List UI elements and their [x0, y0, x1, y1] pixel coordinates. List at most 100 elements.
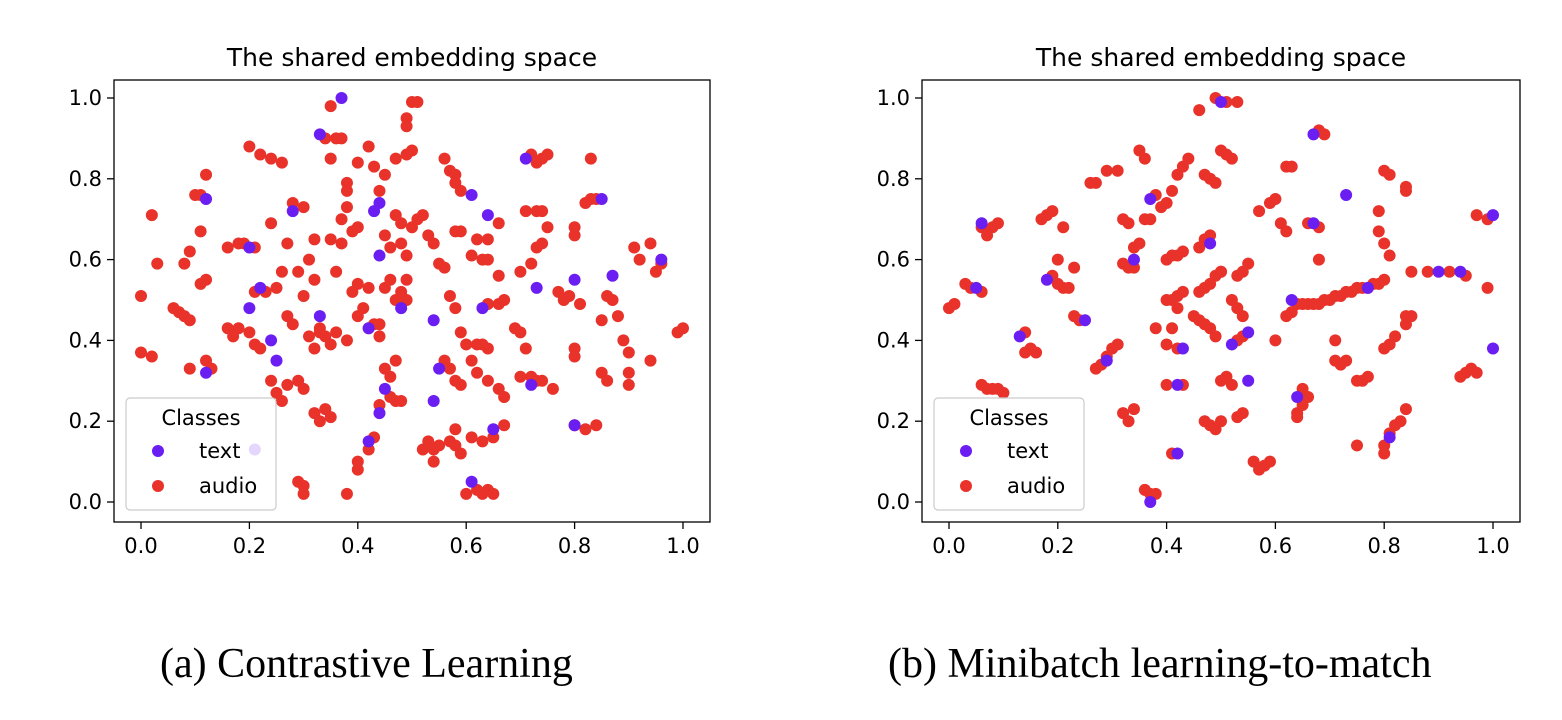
- point-audio: [536, 205, 549, 218]
- point-audio: [1062, 281, 1075, 294]
- point-audio: [1383, 249, 1396, 262]
- point-audio: [275, 156, 288, 169]
- point-audio: [1166, 184, 1179, 197]
- point-audio: [606, 294, 619, 306]
- point-audio: [1421, 265, 1434, 278]
- point-audio: [1361, 370, 1374, 383]
- legend-label-audio: audio: [1007, 474, 1065, 498]
- x-tick-label: 0.0: [124, 534, 157, 558]
- point-audio: [340, 487, 353, 500]
- point-audio: [183, 362, 196, 375]
- point-text: [1176, 342, 1189, 355]
- point-audio: [1160, 378, 1173, 391]
- point-text: [373, 197, 386, 210]
- point-audio: [1378, 447, 1391, 460]
- point-audio: [622, 378, 635, 391]
- point-audio: [308, 342, 321, 355]
- point-audio: [465, 431, 478, 444]
- point-text: [568, 419, 581, 432]
- point-audio: [378, 229, 391, 242]
- point-audio: [368, 160, 381, 173]
- point-text: [1171, 447, 1184, 460]
- point-audio: [308, 233, 321, 246]
- point-text: [362, 322, 375, 335]
- x-tick-label: 0.8: [558, 534, 591, 558]
- point-audio: [1329, 334, 1342, 347]
- point-audio: [1253, 205, 1266, 218]
- point-audio: [498, 419, 511, 432]
- point-audio: [340, 184, 353, 197]
- point-audio: [481, 374, 494, 387]
- point-audio: [265, 374, 278, 387]
- point-audio: [498, 390, 511, 403]
- point-audio: [1133, 237, 1146, 250]
- point-audio: [1372, 225, 1385, 238]
- point-audio: [1263, 455, 1276, 468]
- point-audio: [465, 249, 478, 262]
- point-audio: [308, 273, 321, 286]
- point-audio: [254, 342, 267, 355]
- point-audio: [487, 487, 500, 500]
- point-text: [1383, 431, 1396, 444]
- legend-marker-text: [960, 445, 972, 457]
- legend-marker-audio: [152, 480, 164, 492]
- point-audio: [400, 273, 413, 286]
- point-audio: [351, 277, 364, 290]
- point-audio: [324, 233, 337, 246]
- point-audio: [1225, 152, 1238, 165]
- point-audio: [135, 346, 147, 359]
- point-audio: [471, 366, 484, 379]
- point-audio: [514, 265, 527, 278]
- point-text: [606, 269, 619, 282]
- point-audio: [1318, 128, 1331, 141]
- point-audio: [389, 354, 402, 367]
- point-audio: [514, 326, 527, 339]
- y-tick-label: 0.2: [69, 409, 102, 433]
- point-text: [465, 475, 478, 488]
- point-audio: [1291, 411, 1304, 424]
- point-audio: [1215, 415, 1227, 428]
- point-audio: [330, 326, 343, 339]
- point-audio: [427, 237, 440, 250]
- point-audio: [1340, 354, 1353, 367]
- point-audio: [340, 334, 353, 347]
- point-audio: [644, 354, 657, 367]
- point-audio: [1215, 265, 1227, 278]
- point-text: [1215, 96, 1227, 109]
- point-audio: [1160, 338, 1173, 351]
- point-audio: [232, 322, 245, 335]
- point-audio: [1111, 164, 1124, 177]
- point-audio: [541, 148, 554, 161]
- point-text: [1340, 188, 1353, 201]
- legend-title: Classes: [969, 406, 1048, 430]
- point-text: [970, 281, 983, 294]
- point-text: [1307, 217, 1320, 230]
- legend-title: Classes: [161, 406, 240, 430]
- point-audio: [183, 314, 196, 327]
- point-audio: [519, 342, 532, 355]
- legend-box: [125, 397, 277, 511]
- point-audio: [514, 370, 527, 383]
- point-audio: [351, 463, 364, 476]
- legend-label-text: text: [1007, 439, 1048, 463]
- point-audio: [194, 225, 207, 238]
- y-tick-label: 0.8: [69, 167, 102, 191]
- point-text: [595, 193, 608, 205]
- point-audio: [265, 217, 278, 230]
- point-text: [1242, 374, 1255, 387]
- y-tick-label: 1.0: [877, 86, 910, 110]
- point-audio: [1280, 225, 1293, 238]
- point-audio: [200, 273, 213, 286]
- point-audio: [1166, 322, 1179, 335]
- legend-box: [933, 397, 1085, 511]
- point-audio: [1193, 104, 1206, 117]
- point-audio: [644, 237, 657, 250]
- point-text: [373, 407, 386, 420]
- point-audio: [384, 370, 397, 383]
- x-tick-label: 0.6: [1259, 534, 1292, 558]
- point-audio: [454, 447, 467, 460]
- point-audio: [579, 423, 592, 436]
- point-audio: [438, 152, 451, 165]
- y-tick-label: 1.0: [69, 86, 102, 110]
- point-audio: [1176, 285, 1189, 298]
